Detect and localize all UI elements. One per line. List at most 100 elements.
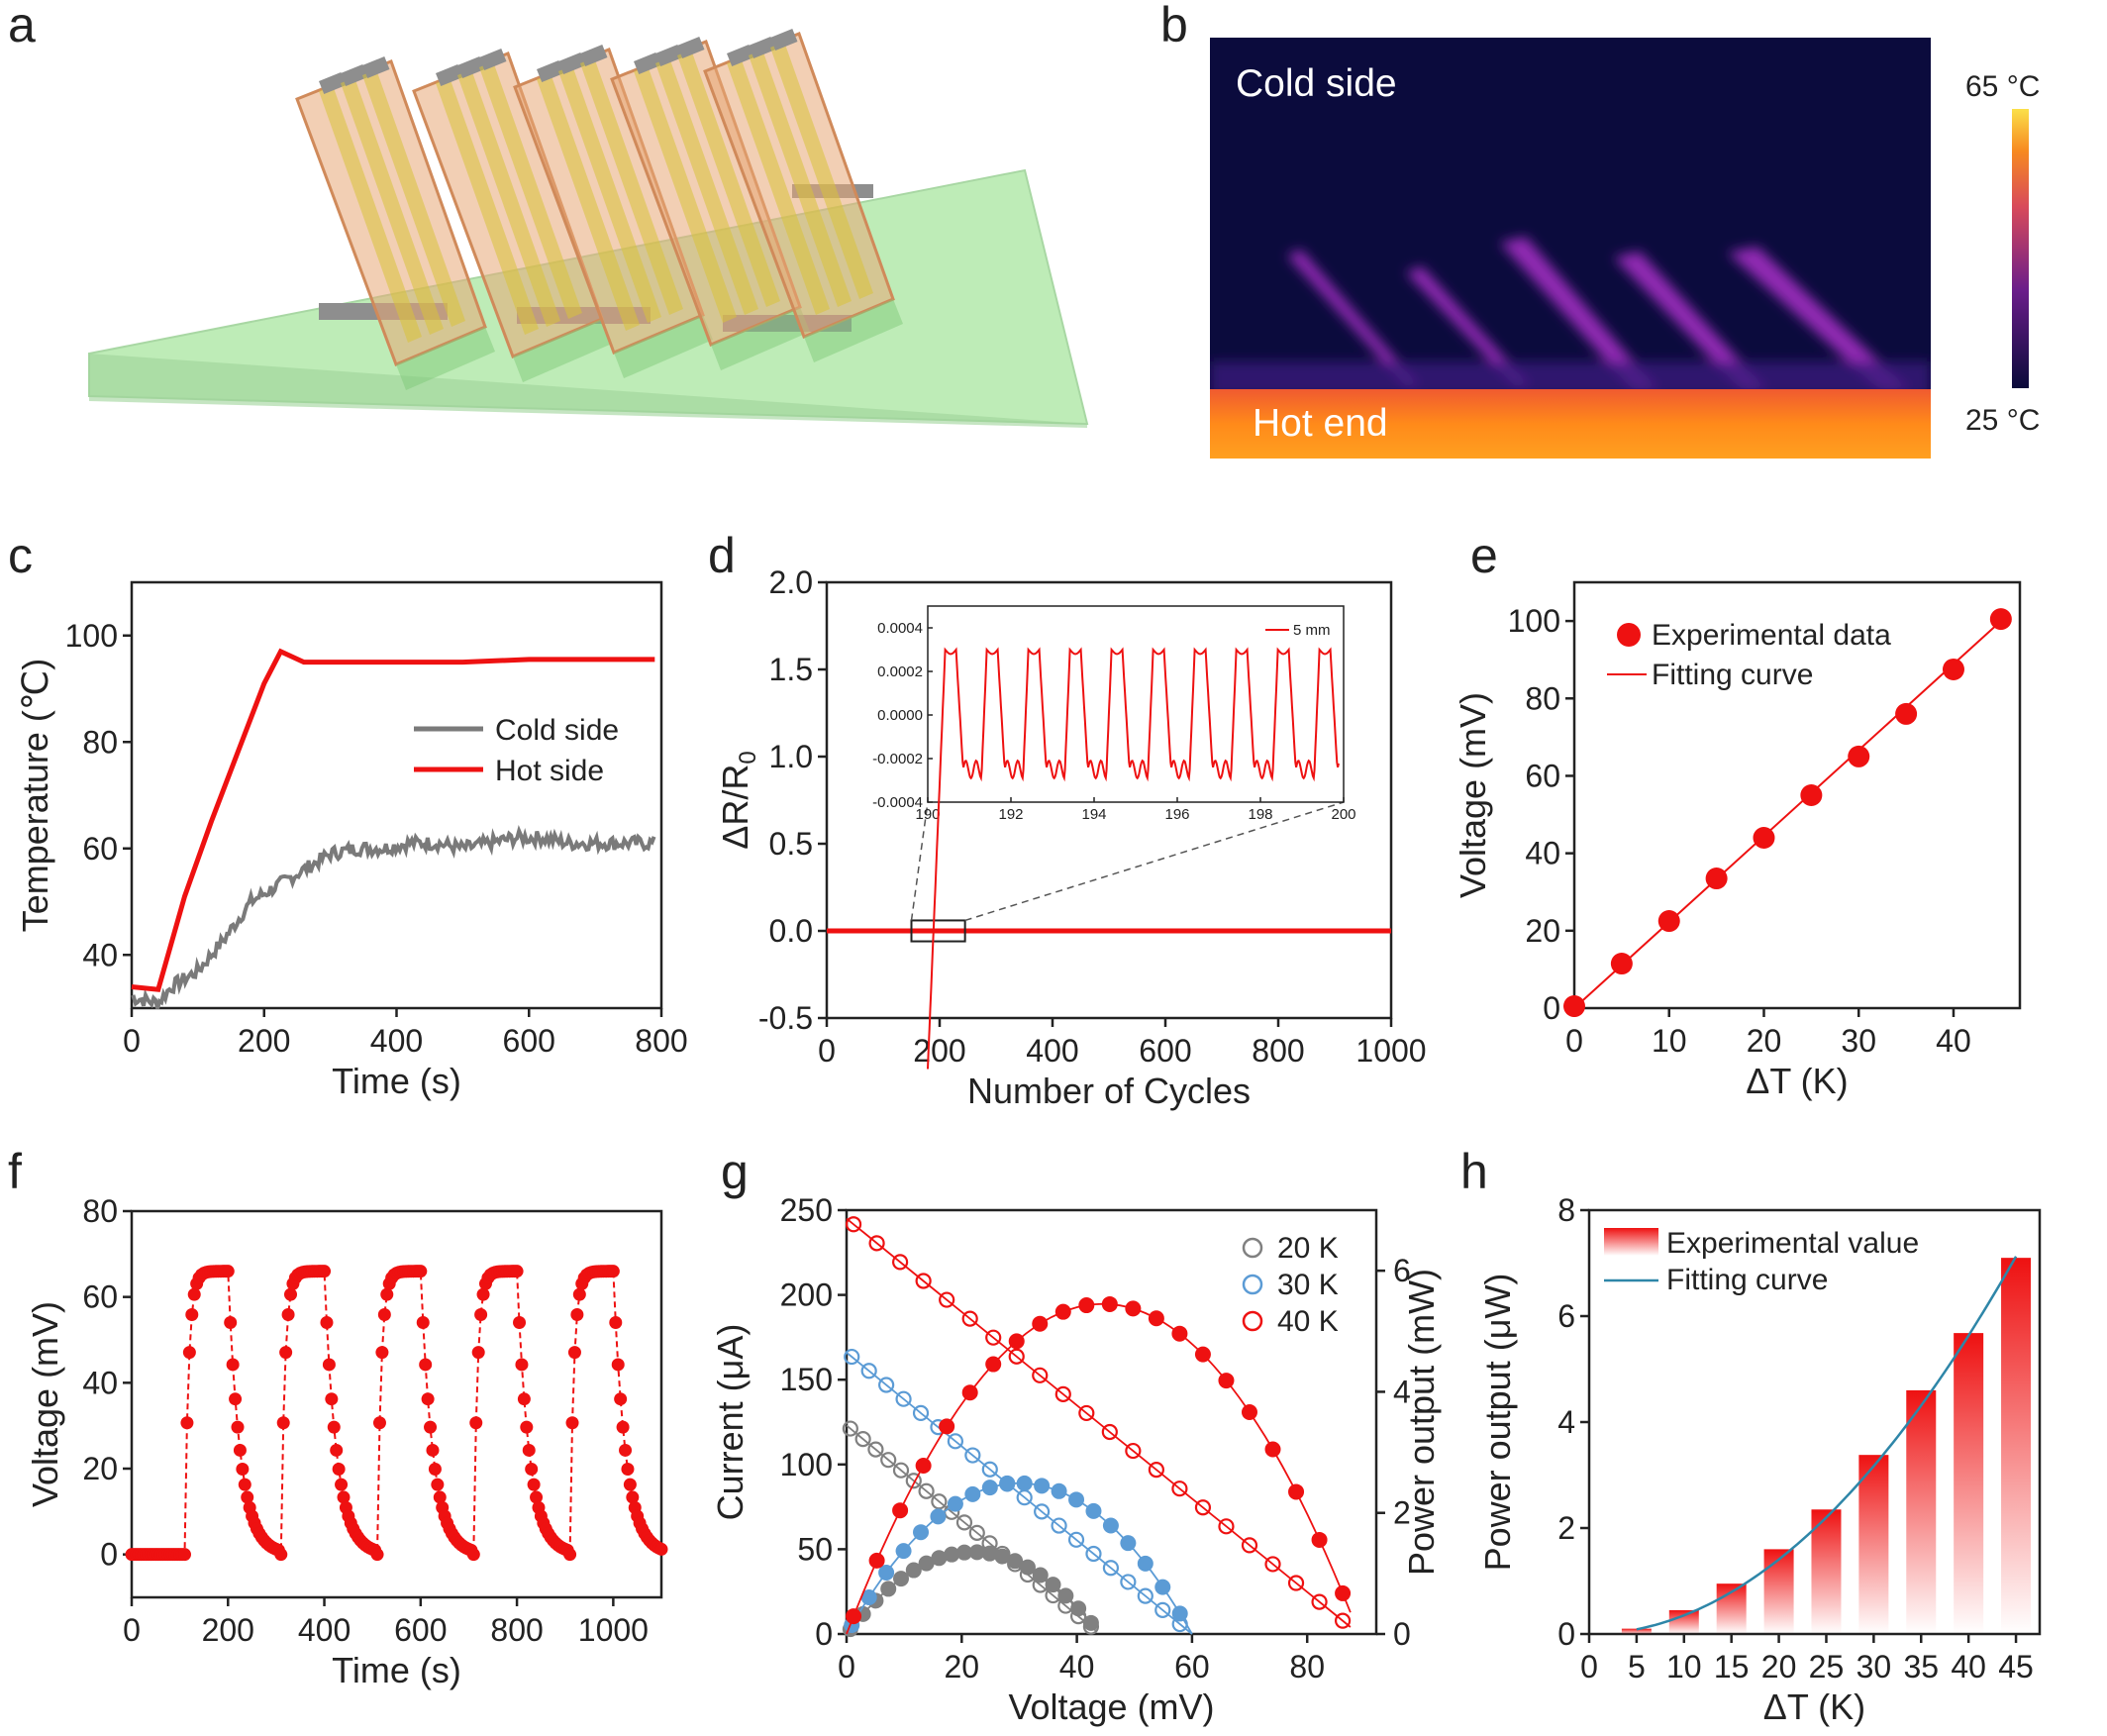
y-tick-label: 8 <box>1557 1192 1575 1228</box>
cold-side-label: Cold side <box>1236 62 1397 105</box>
current-point <box>844 1348 860 1366</box>
data-point <box>1942 658 1964 680</box>
data-point <box>517 1392 531 1406</box>
power-point <box>915 1458 932 1475</box>
data-point <box>178 1548 191 1562</box>
current-point <box>955 1514 973 1531</box>
current-point <box>860 1363 877 1379</box>
data-point <box>322 1358 336 1372</box>
legend-label: Cold side <box>495 714 619 747</box>
thermal-stripe <box>1287 250 1420 386</box>
data-point <box>233 1443 247 1457</box>
current-point <box>892 1254 909 1271</box>
power-point <box>1057 1587 1074 1604</box>
y-axis-label: ΔR/R0 <box>715 751 761 849</box>
data-point <box>375 1346 389 1360</box>
y2-tick-label: 4 <box>1393 1374 1411 1409</box>
folded-film <box>610 37 810 370</box>
y-tick-label: 0 <box>100 1537 118 1573</box>
thermoelectric-strip <box>319 85 422 343</box>
current-point <box>1125 1442 1142 1460</box>
power-point <box>1125 1300 1142 1317</box>
power-point <box>1008 1333 1025 1350</box>
strip-contact <box>727 45 754 66</box>
y2-tick-label: 2 <box>1393 1495 1411 1531</box>
power-point <box>1154 1579 1171 1595</box>
legend-marker <box>1242 1274 1263 1295</box>
x-tick-label: 800 <box>490 1612 543 1648</box>
data-point <box>241 1490 254 1504</box>
data-point <box>1657 910 1680 933</box>
color-scale-max: 65 °C <box>1965 70 2040 103</box>
data-point <box>238 1478 251 1491</box>
inset-x-tick-label: 194 <box>1081 806 1106 823</box>
y-tick-label: 40 <box>82 937 118 972</box>
y-tick-label: 1.5 <box>769 652 813 687</box>
y-tick-label: 80 <box>82 1193 118 1229</box>
power-point <box>905 1562 922 1579</box>
x-tick-label: 45 <box>1998 1649 2034 1685</box>
power-point <box>1194 1346 1211 1363</box>
data-point <box>469 1416 483 1430</box>
strip-contact <box>537 60 564 82</box>
data-point <box>337 1490 351 1504</box>
y-axis-label: Power output (μW) <box>1477 1274 1518 1572</box>
x-tick-label: 400 <box>370 1023 423 1059</box>
power-point <box>1082 1614 1099 1631</box>
data-point <box>327 1420 341 1434</box>
x-tick-label: 1000 <box>1355 1033 1426 1069</box>
legend-label: 20 K <box>1277 1232 1339 1265</box>
data-point <box>572 1287 586 1301</box>
power-point <box>981 1480 998 1496</box>
data-point <box>619 1443 633 1457</box>
data-point <box>1848 745 1870 767</box>
current-point <box>867 1441 884 1458</box>
thermoelectric-strip <box>341 77 444 335</box>
data-point <box>428 1463 442 1477</box>
power-point <box>1032 1567 1049 1583</box>
power-point <box>1171 1325 1188 1342</box>
bar <box>1668 1609 1699 1634</box>
inset-x-tick-label: 190 <box>915 806 940 823</box>
current-point <box>968 1524 985 1541</box>
x-tick-label: 0 <box>123 1612 141 1648</box>
data-point <box>515 1358 529 1372</box>
inset-y-tick-label: 0.0000 <box>877 707 923 724</box>
power-point <box>1019 1559 1036 1576</box>
plot-frame <box>825 580 1393 1020</box>
data-point <box>226 1358 240 1372</box>
hot-end-label: Hot end <box>1253 402 1388 445</box>
panel-label-b: b <box>1160 0 1188 52</box>
plot-frame <box>130 1209 663 1599</box>
data-point <box>276 1416 290 1430</box>
bar <box>1621 1628 1652 1634</box>
power-point <box>947 1495 963 1512</box>
film-shadow <box>513 319 612 382</box>
thermal-stripe <box>1406 266 1531 386</box>
y-tick-label: 20 <box>82 1451 118 1486</box>
bar <box>1858 1455 1889 1634</box>
series-line-cold-side <box>131 824 656 1009</box>
chart-d: 0 200 400 600 800 1000 -0.5 0.0 0.5 1.0 1.5 2.0 Numb… <box>715 564 1427 1111</box>
data-point <box>567 1346 581 1360</box>
current-point <box>854 1431 871 1448</box>
power-point <box>1241 1404 1257 1421</box>
zoom-connector <box>910 801 929 921</box>
data-point <box>525 1463 539 1477</box>
x-tick-label: 20 <box>1747 1023 1782 1059</box>
current-point <box>1334 1612 1352 1629</box>
folded-film <box>703 29 903 362</box>
film-shadow <box>396 327 495 390</box>
x-tick-label: 800 <box>635 1023 687 1059</box>
data-point <box>284 1287 297 1301</box>
power-point <box>931 1550 948 1567</box>
current-point <box>1264 1556 1281 1573</box>
current-point <box>961 1310 978 1327</box>
thermoelectric-strip <box>580 57 683 315</box>
current-point <box>1241 1537 1258 1554</box>
data-point <box>281 1308 295 1322</box>
data-point <box>563 1548 577 1562</box>
data-point <box>431 1478 445 1491</box>
